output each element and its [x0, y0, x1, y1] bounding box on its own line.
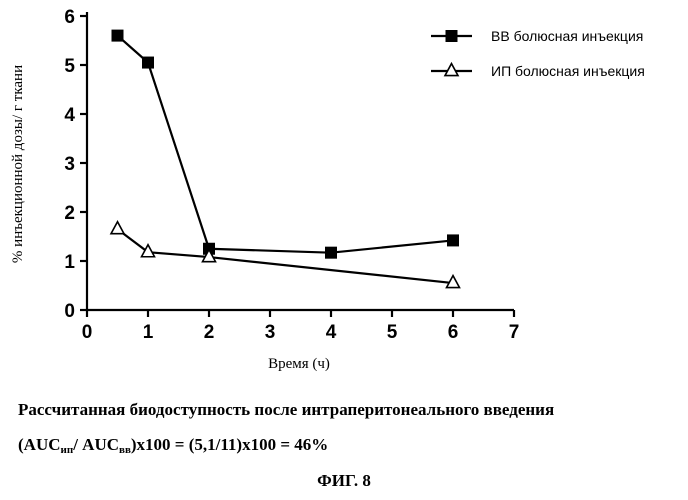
chart-legend: ВВ болюсная инъекция ИП болюсная инъекция — [431, 28, 645, 79]
y-tick-label: 5 — [64, 56, 75, 77]
auc-mid: / AUC — [73, 435, 119, 454]
series-line — [118, 36, 454, 253]
data-point — [111, 222, 124, 234]
auc-result: )x100 = (5,1/11)x100 = 46% — [131, 435, 328, 454]
x-tick-label: 7 — [509, 322, 520, 343]
x-tick-label: 3 — [265, 322, 276, 343]
x-tick-label: 6 — [448, 322, 459, 343]
y-tick-label: 6 — [64, 7, 75, 28]
auc-open: (AUC — [18, 435, 61, 454]
x-tick-label: 2 — [204, 322, 215, 343]
data-point — [112, 30, 124, 42]
chart: 0 1 2 3 4 5 6 0 1 2 3 4 5 6 7 ВВ болюсная инъекция ИП б… — [0, 0, 688, 395]
auc-formula: (AUCип/ AUCвв)x100 = (5,1/11)x100 = 46% — [18, 435, 328, 456]
legend-label: ИП болюсная инъекция — [491, 63, 645, 79]
y-tick-label: 1 — [64, 252, 75, 273]
auc-sub-ip: ип — [61, 444, 74, 456]
legend-marker — [446, 30, 458, 42]
y-tick-label: 3 — [64, 154, 75, 175]
legend-item: ВВ болюсная инъекция — [431, 28, 643, 44]
x-tick-label: 1 — [143, 322, 154, 343]
series-layer — [111, 30, 460, 288]
data-point — [142, 245, 155, 257]
auc-sub-iv: вв — [119, 444, 131, 456]
bioavailability-caption: Рассчитанная биодоступность после интрап… — [18, 400, 554, 420]
series-2 — [111, 222, 460, 288]
series-line — [118, 229, 454, 283]
legend-item: ИП болюсная инъекция — [431, 63, 645, 79]
y-tick-label: 4 — [64, 105, 75, 126]
x-tick-label: 0 — [82, 322, 93, 343]
x-tick-label: 4 — [326, 322, 337, 343]
chart-axes: 0 1 2 3 4 5 6 0 1 2 3 4 5 6 7 — [64, 7, 519, 343]
y-tick-label: 0 — [64, 301, 75, 322]
y-tick-label: 2 — [64, 203, 75, 224]
x-axis-title: Время (ч) — [268, 356, 330, 372]
figure-label: ФИГ. 8 — [0, 471, 688, 491]
series-1 — [112, 30, 460, 259]
legend-label: ВВ болюсная инъекция — [491, 28, 643, 44]
x-tick-label: 5 — [387, 322, 398, 343]
data-point — [447, 234, 459, 246]
data-point — [325, 247, 337, 259]
legend-marker — [445, 64, 458, 76]
y-axis-title: % инъекционной дозы/ г ткани — [10, 65, 26, 263]
data-point — [142, 57, 154, 69]
